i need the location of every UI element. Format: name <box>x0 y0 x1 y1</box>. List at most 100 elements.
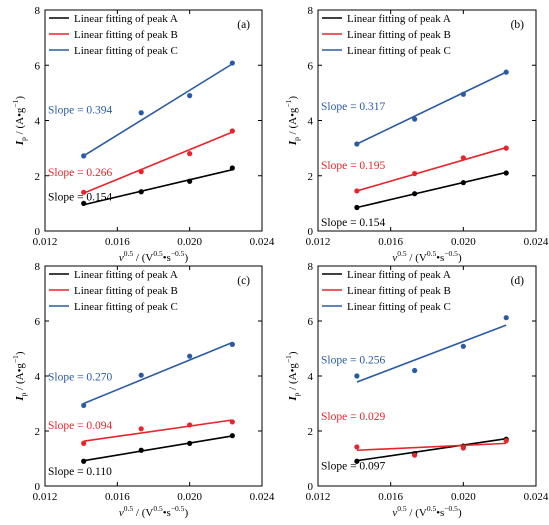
x-tick-label: 0.024 <box>250 491 275 503</box>
fit-line <box>356 324 507 383</box>
x-tick-label: 0.012 <box>33 491 58 503</box>
fit-line <box>83 341 233 405</box>
data-point <box>460 445 466 451</box>
slope-label: Slope = 0.195 <box>321 160 386 172</box>
y-axis-label: Ip / (A•g−1) <box>284 96 301 147</box>
legend-label: Linear fitting of peak A <box>347 13 451 25</box>
chart-panel-0: 0.012 0.016 0.020 0.024 0 2 4 6 8 v0.5 / (V0.5•s−… <box>11 5 275 264</box>
x-axis-label: v0.5 / (V0.5•s−0.5) <box>392 249 462 264</box>
data-point <box>460 180 466 186</box>
y-tick-label: 8 <box>35 5 41 17</box>
slope-label: Slope = 0.154 <box>321 217 386 229</box>
y-tick-label: 6 <box>35 316 41 328</box>
slope-label: Slope = 0.394 <box>48 104 113 116</box>
data-point <box>138 189 144 195</box>
data-point <box>229 433 235 439</box>
y-tick-label: 8 <box>308 261 314 273</box>
data-point <box>412 367 418 374</box>
y-tick-label: 0 <box>35 226 41 238</box>
chart-panel-3: 0.012 0.016 0.020 0.024 0 2 4 6 8 v0.5 / (V0.5•s−… <box>284 261 549 519</box>
panel-label: (a) <box>237 19 250 31</box>
slope-label: Slope = 0.097 <box>321 461 386 473</box>
data-point <box>138 110 144 116</box>
data-point <box>138 447 144 453</box>
data-point <box>503 315 509 321</box>
legend-label: Linear fitting of peak B <box>74 29 178 41</box>
x-tick-label: 0.020 <box>177 491 202 503</box>
data-point <box>412 170 418 177</box>
data-point <box>187 178 193 184</box>
x-tick-label: 0.012 <box>306 236 331 248</box>
fit-line <box>83 168 233 206</box>
x-tick-label: 0.020 <box>451 491 476 503</box>
fit-line <box>83 435 233 462</box>
y-tick-label: 6 <box>308 60 314 72</box>
data-point <box>187 422 193 428</box>
x-tick-label: 0.016 <box>378 491 403 503</box>
y-tick-label: 4 <box>308 371 314 383</box>
data-point <box>354 204 360 211</box>
data-point <box>229 165 235 171</box>
data-point <box>187 440 193 446</box>
data-point <box>81 402 87 409</box>
data-point <box>503 69 509 75</box>
fit-line <box>83 63 233 157</box>
data-point <box>229 128 235 134</box>
x-axis-label: v0.5 / (V0.5•s−0.5) <box>119 249 189 264</box>
data-point <box>229 341 235 347</box>
panel-label: (c) <box>237 275 250 287</box>
data-point <box>503 170 509 176</box>
chart-panel-2: 0.012 0.016 0.020 0.024 0 2 4 6 8 v0.5 / (V0.5•s−… <box>11 261 275 519</box>
y-tick-label: 2 <box>308 426 314 438</box>
legend-label: Linear fitting of peak C <box>347 301 451 313</box>
slope-label: Slope = 0.154 <box>48 192 113 204</box>
y-tick-label: 2 <box>308 171 314 183</box>
x-tick-label: 0.012 <box>306 491 331 503</box>
legend-label: Linear fitting of peak A <box>347 269 451 281</box>
fit-line <box>83 131 233 194</box>
fit-line <box>356 146 507 192</box>
slope-label: Slope = 0.256 <box>321 355 386 367</box>
x-tick-label: 0.016 <box>378 236 403 248</box>
data-point <box>229 60 235 66</box>
legend-label: Linear fitting of peak A <box>74 13 178 25</box>
slope-label: Slope = 0.094 <box>48 420 113 432</box>
data-point <box>503 145 509 151</box>
slope-label: Slope = 0.110 <box>48 466 112 478</box>
data-point <box>354 444 360 450</box>
data-point <box>81 440 87 446</box>
x-axis-label: v0.5 / (V0.5•s−0.5) <box>119 504 189 519</box>
fit-line <box>83 419 233 442</box>
legend-label: Linear fitting of peak C <box>347 45 451 57</box>
panel-label: (b) <box>511 19 525 31</box>
fit-line <box>356 171 507 209</box>
y-tick-label: 6 <box>35 60 41 72</box>
data-point <box>81 458 87 464</box>
data-point <box>81 189 87 195</box>
x-tick-label: 0.024 <box>250 236 275 248</box>
plot-frame <box>317 265 537 487</box>
y-tick-label: 8 <box>35 261 41 273</box>
fit-line <box>356 71 507 145</box>
chart-panel-1: 0.012 0.016 0.020 0.024 0 2 4 6 8 v0.5 / (V0.5•s−… <box>284 5 549 264</box>
data-point <box>412 116 418 122</box>
y-tick-label: 4 <box>35 116 41 128</box>
data-point <box>460 343 466 349</box>
x-tick-label: 0.024 <box>524 236 549 248</box>
x-axis-label: v0.5 / (V0.5•s−0.5) <box>392 504 462 519</box>
legend-label: Linear fitting of peak B <box>347 29 451 41</box>
y-tick-label: 0 <box>308 226 314 238</box>
y-tick-label: 6 <box>308 316 314 328</box>
data-point <box>187 151 193 157</box>
plot-frame <box>317 9 537 232</box>
x-tick-label: 0.012 <box>33 236 58 248</box>
legend-label: Linear fitting of peak B <box>347 285 451 297</box>
x-tick-label: 0.024 <box>524 491 549 503</box>
data-point <box>229 419 235 425</box>
data-point <box>354 141 360 147</box>
data-point <box>354 458 360 464</box>
data-point <box>412 191 418 197</box>
x-tick-label: 0.020 <box>177 236 202 248</box>
data-point <box>81 200 87 206</box>
data-point <box>460 91 466 97</box>
